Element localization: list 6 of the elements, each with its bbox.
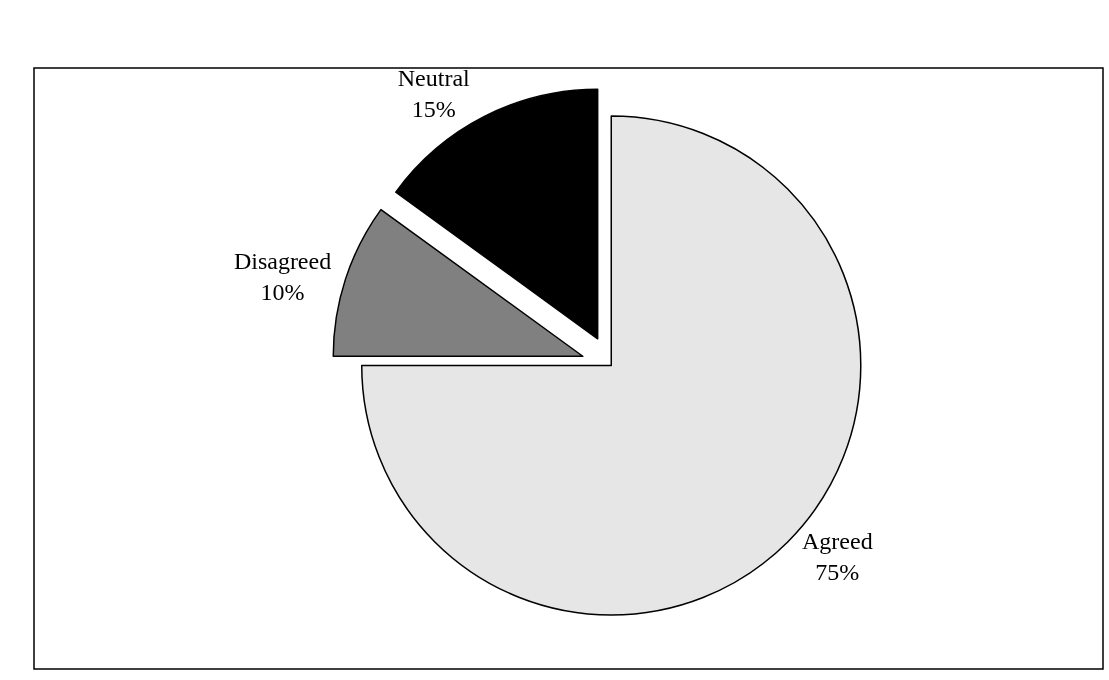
- slice-label: Agreed: [802, 527, 873, 554]
- data-label: 10%: [260, 279, 305, 305]
- slice-label: Disagreed: [233, 247, 332, 274]
- data-label: 75%: [815, 558, 860, 585]
- slice-label: Neutral: [397, 65, 471, 92]
- data-label: 15%: [411, 96, 456, 123]
